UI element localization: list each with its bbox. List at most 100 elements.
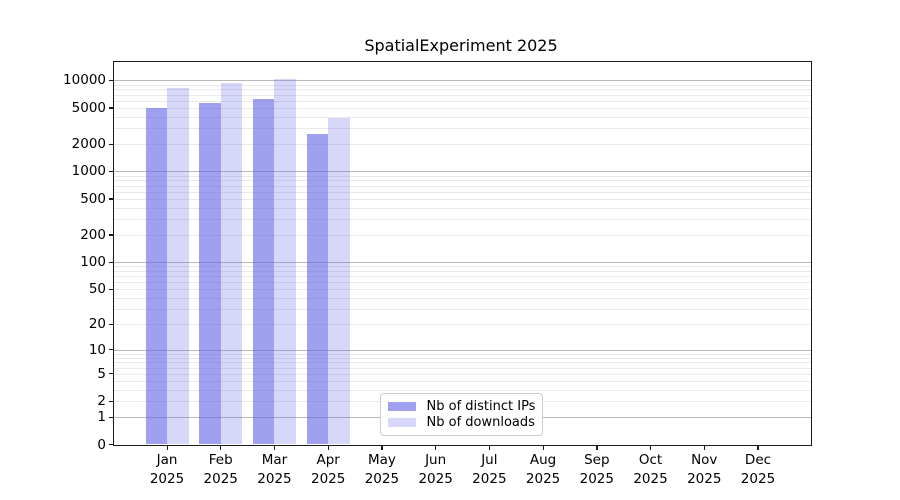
y-tick-mark — [108, 107, 114, 109]
legend-item-downloads: Nb of downloads — [387, 415, 535, 432]
gridline-major — [113, 80, 811, 82]
gridline-minor — [113, 353, 811, 355]
gridline-major — [113, 262, 811, 264]
gridline-minor — [113, 198, 811, 200]
gridline-minor — [113, 266, 811, 268]
x-tick-mark — [381, 444, 383, 450]
gridline-minor — [113, 270, 811, 272]
gridline-minor — [113, 289, 811, 291]
bar-series0-mar — [252, 99, 275, 445]
x-tick-mark — [166, 444, 168, 450]
y-tick-label: 5000 — [71, 99, 106, 116]
y-tick-mark — [108, 444, 114, 446]
y-tick-label: 50 — [88, 281, 106, 298]
x-tick-mark — [273, 444, 276, 450]
x-tick-mark — [488, 444, 491, 450]
x-tick-label: Mar 2025 — [257, 452, 292, 487]
y-tick-label: 10000 — [63, 72, 106, 89]
x-tick-mark — [327, 444, 329, 450]
legend: Nb of distinct IPs Nb of downloads — [379, 393, 543, 436]
gridline-minor — [113, 191, 811, 193]
gridline-major — [113, 171, 811, 173]
gridline-minor — [113, 276, 811, 278]
x-tick-mark — [596, 444, 598, 450]
gridline-minor — [113, 324, 811, 326]
gridline-minor — [113, 175, 811, 177]
gridline-minor — [113, 282, 811, 284]
gridline-minor — [113, 100, 811, 102]
y-tick-label: 1000 — [71, 163, 106, 180]
bar-series1-jan — [167, 88, 189, 445]
y-tick-label: 200 — [80, 226, 106, 243]
gridline-major — [113, 349, 811, 351]
y-tick-mark — [108, 400, 114, 402]
x-tick-mark — [703, 444, 705, 450]
y-tick-label: 1 — [97, 409, 106, 426]
y-tick-mark — [108, 288, 114, 290]
bar-series0-feb — [199, 103, 221, 445]
y-tick-mark — [108, 170, 114, 173]
x-tick-mark — [435, 444, 437, 450]
x-tick-label: Nov 2025 — [687, 452, 722, 487]
y-tick-mark — [108, 143, 114, 145]
x-tick-mark — [650, 444, 652, 450]
y-tick-label: 500 — [80, 190, 106, 207]
gridline-minor — [113, 367, 811, 369]
bar-series1-feb — [220, 83, 243, 445]
gridline-minor — [113, 297, 811, 299]
x-tick-label: Jun 2025 — [418, 452, 453, 487]
x-tick-label: Jul 2025 — [472, 452, 507, 487]
gridline-minor — [113, 380, 811, 382]
gridline-minor — [113, 84, 811, 86]
gridline-minor — [113, 357, 811, 359]
gridline-minor — [113, 218, 811, 220]
gridline-minor — [113, 107, 811, 109]
gridline-minor — [113, 185, 811, 187]
x-tick-label: Sep 2025 — [579, 452, 614, 487]
gridline-minor — [113, 128, 811, 130]
bar-series0-jan — [145, 107, 167, 445]
chart-title: SpatialExperiment 2025 — [364, 36, 558, 55]
gridline-minor — [113, 373, 811, 375]
y-tick-label: 2 — [97, 393, 106, 410]
y-tick-label: 20 — [88, 316, 106, 333]
gridline-minor — [113, 389, 811, 391]
y-tick-mark — [108, 323, 114, 325]
x-tick-label: Apr 2025 — [310, 452, 346, 487]
plot-area: 10000 5000 2000 1000 500 200 100 50 20 10 5 2 1 0 Jan … — [63, 61, 812, 487]
y-tick-label: 2000 — [71, 136, 106, 153]
y-tick-mark — [108, 349, 114, 351]
x-tick-mark — [757, 444, 759, 450]
y-tick-label: 5 — [97, 365, 106, 382]
legend-label-downloads: Nb of downloads — [426, 415, 535, 431]
bar-series1-apr — [328, 117, 350, 445]
y-tick-mark — [108, 416, 114, 418]
gridline-minor — [113, 94, 811, 96]
gridline-minor — [113, 116, 811, 118]
gridline-minor — [113, 234, 811, 236]
bar-series1-mar — [274, 78, 296, 445]
gridline-minor — [113, 180, 811, 182]
gridline-minor — [113, 89, 811, 91]
x-tick-mark — [542, 444, 544, 450]
legend-label-distinct-ips: Nb of distinct IPs — [426, 398, 536, 414]
x-tick-label: Feb 2025 — [203, 452, 238, 487]
y-tick-mark — [108, 198, 114, 200]
x-tick-mark — [220, 444, 222, 450]
y-tick-label: 0 — [97, 436, 106, 453]
x-tick-label: Dec 2025 — [740, 452, 776, 487]
gridline-minor — [113, 207, 811, 209]
legend-swatch-distinct-ips — [387, 401, 416, 411]
x-tick-label: Aug 2025 — [525, 452, 561, 487]
y-tick-mark — [108, 234, 114, 236]
y-tick-mark — [108, 373, 114, 375]
y-tick-label: 100 — [80, 254, 106, 271]
x-tick-label: Jan 2025 — [149, 452, 185, 487]
bar-series0-apr — [306, 133, 329, 445]
x-tick-label: May 2025 — [364, 452, 400, 487]
legend-swatch-downloads — [387, 418, 416, 428]
legend-item-distinct-ips: Nb of distinct IPs — [387, 398, 536, 415]
y-tick-mark — [108, 79, 114, 82]
gridline-minor — [113, 362, 811, 364]
